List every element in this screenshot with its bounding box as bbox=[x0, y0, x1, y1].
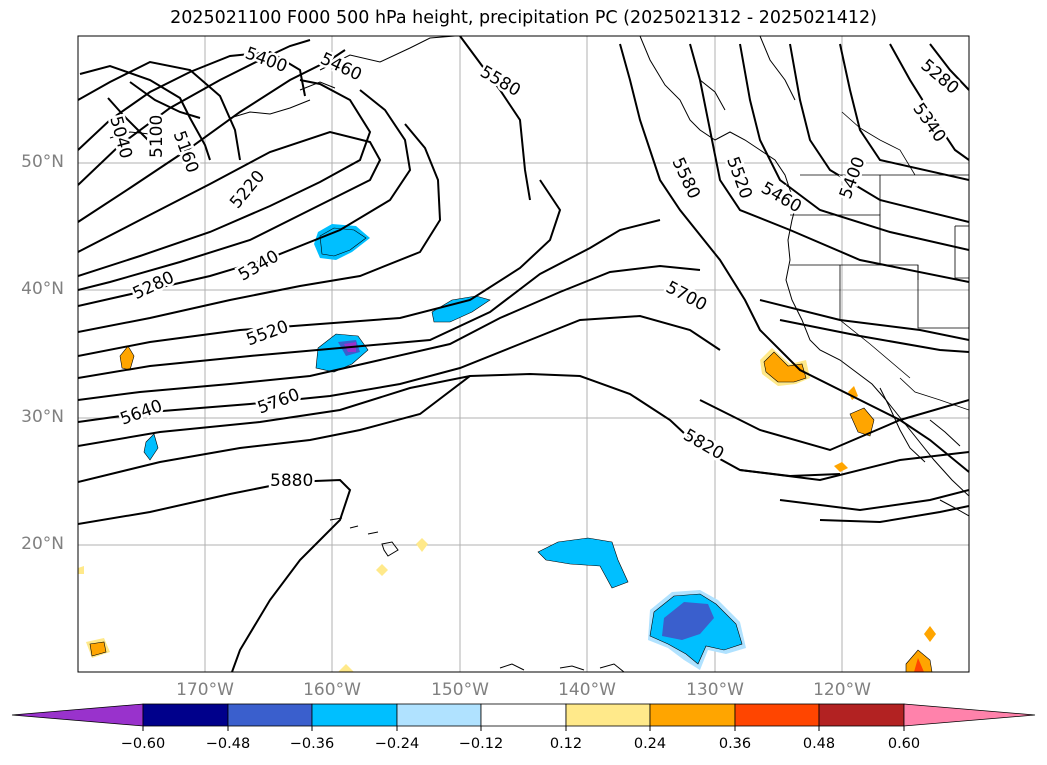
lon-label: 120°W bbox=[813, 680, 871, 700]
contour-label: 5220 bbox=[226, 167, 269, 213]
lon-label: 140°W bbox=[558, 680, 616, 700]
contour-label: 5460 bbox=[757, 178, 804, 217]
contour-label: 5340 bbox=[235, 247, 282, 286]
colorbar bbox=[11, 703, 1036, 731]
contour-label: 5460 bbox=[317, 49, 365, 85]
colorbar-tick-label: −0.24 bbox=[374, 736, 420, 752]
precip-positive-shading bbox=[78, 345, 936, 672]
colorbar-tick-label: −0.36 bbox=[289, 736, 335, 752]
lon-label: 170°W bbox=[176, 680, 234, 700]
contour-label: 5100 bbox=[147, 115, 167, 158]
colorbar-tick-label: −0.12 bbox=[458, 736, 504, 752]
lat-label: 20°N bbox=[21, 534, 64, 554]
contour-label: 5760 bbox=[255, 385, 302, 419]
lat-label: 30°N bbox=[21, 407, 64, 427]
colorbar-tick-label: 0.24 bbox=[633, 736, 667, 752]
colorbar-tick-label: 0.12 bbox=[549, 736, 583, 752]
state-borders bbox=[790, 111, 969, 411]
contour-label: 5640 bbox=[118, 396, 165, 430]
lon-label: 130°W bbox=[686, 680, 744, 700]
colorbar-tick-label: 0.48 bbox=[802, 736, 836, 752]
lon-label: 150°W bbox=[431, 680, 489, 700]
colorbar-tick-label: 0.36 bbox=[718, 736, 752, 752]
coastlines bbox=[109, 36, 969, 672]
contour-label: 5580 bbox=[667, 155, 703, 203]
contour-label: 5520 bbox=[722, 154, 756, 201]
contour-label: 5400 bbox=[836, 154, 870, 201]
contour-label: 5520 bbox=[244, 317, 291, 351]
precip-negative-shading bbox=[143, 224, 746, 670]
contour-label: 5160 bbox=[169, 128, 203, 175]
contour-label: 5280 bbox=[917, 56, 963, 99]
lat-label: 50°N bbox=[21, 152, 64, 172]
colorbar-tick-label: −0.60 bbox=[120, 736, 166, 752]
gridlines bbox=[78, 36, 969, 672]
colorbar-extend-high bbox=[903, 703, 1036, 727]
contour-label: 5820 bbox=[680, 425, 727, 464]
contour-label: 5340 bbox=[908, 99, 949, 146]
height-contours bbox=[78, 36, 969, 672]
map-title: 2025021100 F000 500 hPa height, precipit… bbox=[170, 8, 877, 28]
contour-label: 5580 bbox=[476, 62, 523, 101]
contour-label: 5280 bbox=[130, 268, 178, 304]
contour-label: 5880 bbox=[270, 471, 313, 491]
lat-label: 40°N bbox=[21, 279, 64, 299]
colorbar-tick-label: 0.60 bbox=[887, 736, 921, 752]
colorbar-tick-label: −0.48 bbox=[205, 736, 251, 752]
plot-frame bbox=[77, 35, 970, 673]
lon-label: 160°W bbox=[303, 680, 361, 700]
contour-label: 5700 bbox=[662, 277, 710, 315]
colorbar-extend-low bbox=[11, 703, 144, 727]
